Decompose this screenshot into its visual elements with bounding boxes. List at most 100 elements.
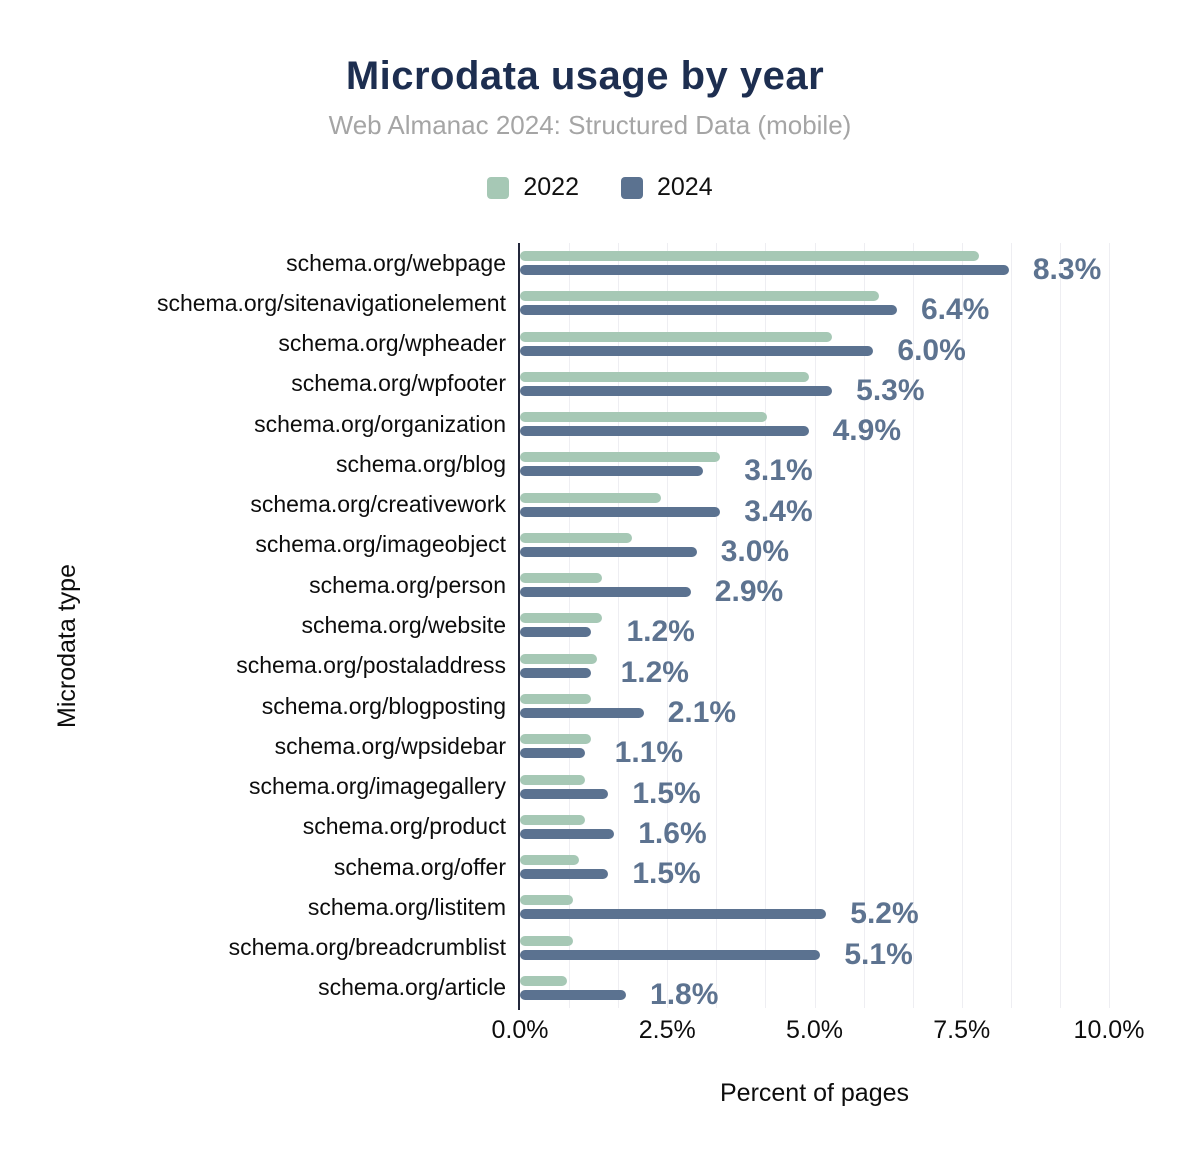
legend-label: 2022 bbox=[523, 173, 579, 201]
category-label: schema.org/blog bbox=[335, 450, 506, 477]
value-label-2024: 1.2% bbox=[620, 655, 689, 689]
minor-gridline bbox=[716, 243, 718, 1008]
value-label-2024: 2.9% bbox=[714, 575, 784, 609]
chart-row: schema.org/blogposting 2.1% bbox=[0, 686, 1200, 730]
chart-row: schema.org/organization 4.9% bbox=[0, 404, 1200, 448]
bar-2024 bbox=[520, 627, 591, 638]
chart-row: schema.org/wpfooter 5.3% bbox=[0, 364, 1200, 407]
bar-2024 bbox=[520, 587, 691, 598]
x-tick-label: 5.0% bbox=[786, 1016, 843, 1044]
legend-swatch-2024 bbox=[621, 176, 643, 199]
chart-row: schema.org/article 1.8% bbox=[0, 968, 1200, 1011]
chart-row: schema.org/webpage 8.3% bbox=[0, 243, 1200, 287]
chart-row: schema.org/creativework 3.4% bbox=[0, 485, 1200, 528]
chart-row: schema.org/listitem 5.2% bbox=[0, 887, 1200, 931]
chart-row: schema.org/product 1.6% bbox=[0, 807, 1200, 850]
chart-row: schema.org/postaladdress 1.2% bbox=[0, 646, 1200, 689]
value-label-2024: 1.6% bbox=[638, 816, 707, 850]
value-label-2024: 3.0% bbox=[720, 534, 790, 568]
category-label: schema.org/website bbox=[301, 611, 506, 638]
chart-row: schema.org/sitenavigationelement 6.4% bbox=[0, 283, 1200, 327]
x-tick-label: 7.5% bbox=[933, 1016, 991, 1044]
bar-2024 bbox=[520, 265, 1009, 276]
category-label: schema.org/article bbox=[318, 974, 506, 1001]
x-tick-label: 2.5% bbox=[638, 1016, 696, 1044]
category-label: schema.org/product bbox=[302, 813, 506, 840]
minor-gridline bbox=[569, 243, 571, 1008]
bar-2024 bbox=[520, 708, 644, 719]
chart-row: schema.org/wpsidebar 1.1% bbox=[0, 726, 1200, 770]
category-label: schema.org/imagegallery bbox=[249, 773, 506, 800]
minor-gridline bbox=[1010, 243, 1012, 1008]
category-label: schema.org/breadcrumblist bbox=[228, 934, 506, 961]
value-label-2024: 5.1% bbox=[844, 937, 913, 971]
chart-row: schema.org/person 2.9% bbox=[0, 565, 1200, 609]
value-label-2024: 8.3% bbox=[1032, 253, 1102, 287]
chart-row: schema.org/blog 3.1% bbox=[0, 444, 1200, 488]
chart-row: schema.org/offer 1.5% bbox=[0, 847, 1200, 891]
legend-item-2022[interactable]: 2022 bbox=[487, 173, 579, 202]
category-label: schema.org/offer bbox=[333, 853, 506, 880]
bar-2022 bbox=[520, 814, 585, 825]
bar-2022 bbox=[520, 412, 768, 423]
bar-2022 bbox=[520, 492, 662, 503]
value-label-2024: 1.2% bbox=[626, 615, 695, 649]
chart-row: schema.org/imagegallery 1.5% bbox=[0, 766, 1200, 810]
bar-2024 bbox=[520, 989, 627, 1000]
bar-2024 bbox=[520, 667, 591, 678]
bar-2024 bbox=[520, 305, 897, 316]
bar-2022 bbox=[520, 613, 603, 624]
legend-swatch-2022 bbox=[487, 176, 510, 199]
value-label-2024: 5.3% bbox=[856, 373, 925, 407]
value-label-2024: 6.0% bbox=[897, 333, 966, 367]
bar-2022 bbox=[520, 694, 591, 705]
bar-2022 bbox=[520, 855, 579, 866]
bar-2022 bbox=[520, 774, 585, 785]
chart-row: schema.org/website 1.2% bbox=[0, 605, 1200, 649]
category-label: schema.org/wpfooter bbox=[291, 370, 506, 397]
bar-2024 bbox=[520, 426, 809, 437]
category-label: schema.org/sitenavigationelement bbox=[156, 289, 506, 316]
bar-2022 bbox=[520, 251, 980, 262]
value-label-2024: 1.8% bbox=[650, 977, 719, 1011]
x-tick-label: 10.0% bbox=[1073, 1016, 1145, 1044]
minor-gridline bbox=[1059, 243, 1061, 1008]
bar-2022 bbox=[520, 975, 568, 986]
bar-2022 bbox=[520, 573, 603, 584]
category-label: schema.org/wpheader bbox=[278, 330, 506, 357]
legend-label: 2024 bbox=[657, 173, 713, 201]
minor-gridline bbox=[863, 243, 865, 1008]
bar-2024 bbox=[520, 788, 609, 799]
value-label-2024: 1.5% bbox=[632, 857, 701, 891]
minor-gridline bbox=[912, 243, 914, 1008]
chart-row: schema.org/wpheader 6.0% bbox=[0, 324, 1200, 367]
bar-2024 bbox=[520, 869, 609, 880]
chart-row: schema.org/breadcrumblist 5.1% bbox=[0, 927, 1200, 971]
chart-subtitle: Web Almanac 2024: Structured Data (mobil… bbox=[328, 110, 852, 140]
value-label-2024: 5.2% bbox=[850, 897, 919, 931]
category-label: schema.org/blogposting bbox=[261, 692, 506, 719]
bar-2022 bbox=[520, 653, 597, 664]
bar-2024 bbox=[520, 506, 721, 517]
minor-gridline bbox=[961, 243, 963, 1008]
value-label-2024: 3.1% bbox=[744, 454, 813, 488]
bar-2024 bbox=[520, 385, 833, 396]
value-label-2024: 3.4% bbox=[744, 494, 813, 528]
minor-gridline bbox=[765, 243, 767, 1008]
y-axis-line bbox=[518, 243, 520, 1010]
bar-2024 bbox=[520, 546, 697, 557]
value-label-2024: 1.5% bbox=[632, 776, 701, 810]
bar-2022 bbox=[520, 452, 721, 463]
bar-2024 bbox=[520, 345, 874, 356]
bar-2022 bbox=[520, 895, 573, 906]
legend-item-2024[interactable]: 2024 bbox=[621, 173, 713, 202]
legend: 2022 2024 bbox=[0, 173, 1200, 202]
category-label: schema.org/webpage bbox=[286, 249, 506, 276]
bar-2022 bbox=[520, 935, 573, 946]
minor-gridline bbox=[814, 243, 816, 1008]
category-label: schema.org/postaladdress bbox=[236, 652, 506, 679]
y-axis-title: Microdata type bbox=[53, 564, 81, 728]
bar-2024 bbox=[520, 828, 615, 839]
value-label-2024: 4.9% bbox=[832, 414, 901, 448]
